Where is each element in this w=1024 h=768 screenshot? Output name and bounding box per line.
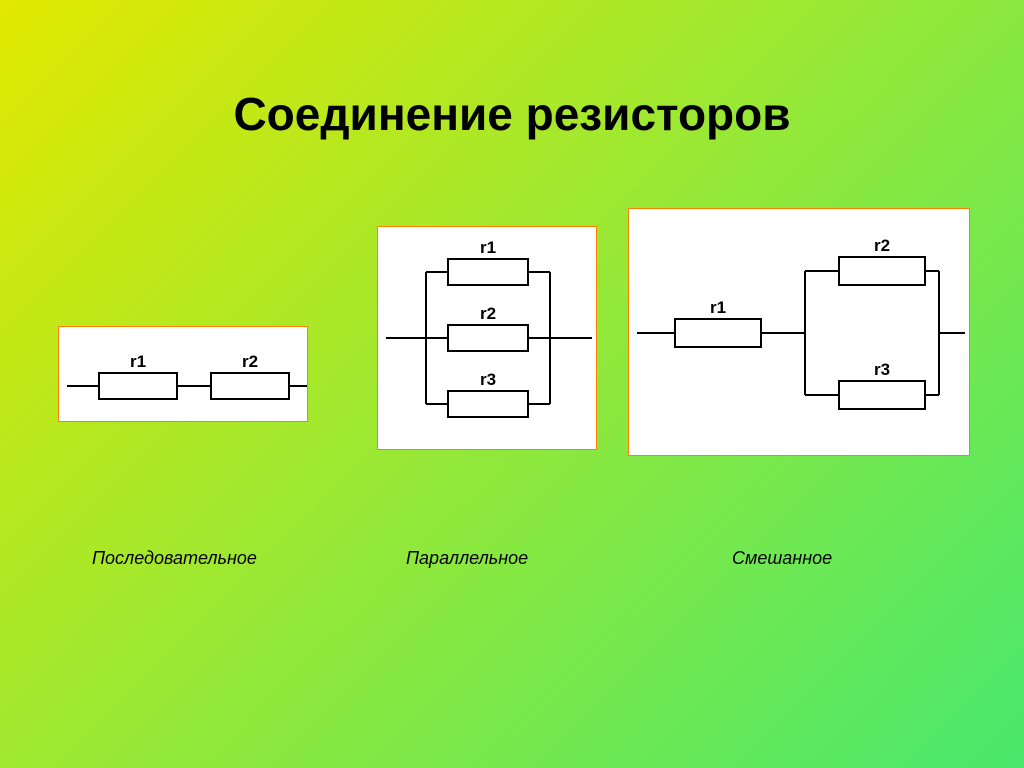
slide: Соединение резисторов r1 r2 Последователь… [0,0,1024,768]
svg-text:r2: r2 [874,236,890,255]
series-diagram: r1 r2 [59,327,309,423]
mixed-panel: r1 r2 r3 [628,208,970,456]
series-panel: r1 r2 [58,326,308,422]
mixed-caption: Смешанное [732,548,832,569]
svg-text:r2: r2 [242,352,258,371]
parallel-diagram: r1 r2 r3 [378,227,598,451]
svg-text:r1: r1 [710,298,726,317]
svg-text:r3: r3 [480,370,496,389]
svg-text:r1: r1 [480,238,496,257]
page-title: Соединение резисторов [0,87,1024,141]
mixed-diagram: r1 r2 r3 [629,209,971,457]
svg-text:r3: r3 [874,360,890,379]
parallel-panel: r1 r2 r3 [377,226,597,450]
parallel-caption: Параллельное [406,548,528,569]
series-caption: Последовательное [92,548,257,569]
svg-text:r2: r2 [480,304,496,323]
svg-text:r1: r1 [130,352,146,371]
